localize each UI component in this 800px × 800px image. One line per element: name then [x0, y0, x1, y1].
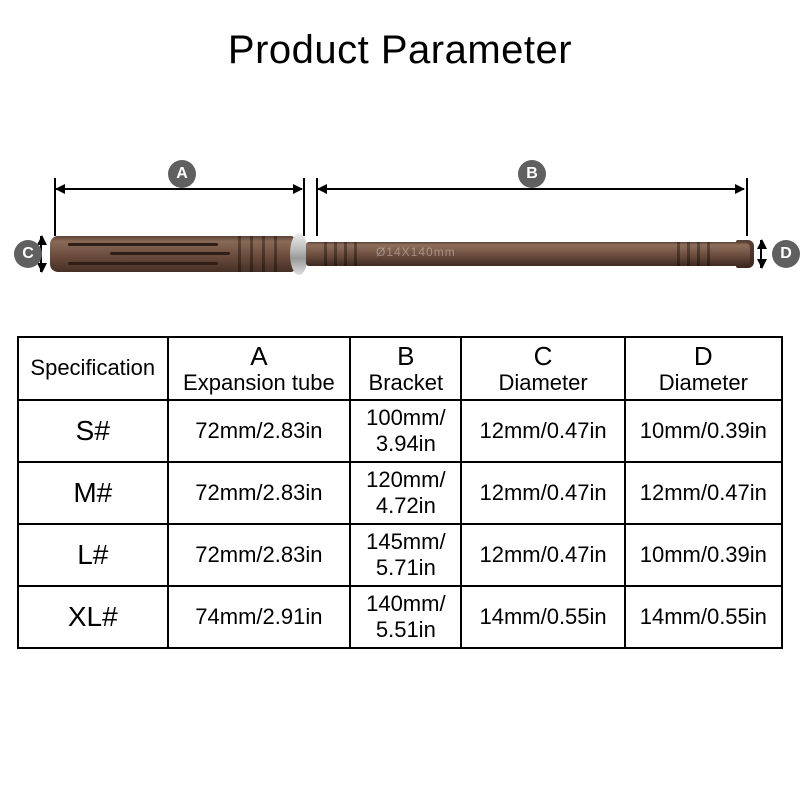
table-row: M# 72mm/2.83in 120mm/4.72in 12mm/0.47in …: [18, 462, 782, 524]
col-sub: Diameter: [628, 371, 779, 395]
col-sub: Diameter: [464, 371, 621, 395]
page-title: Product Parameter: [228, 28, 572, 73]
table-row: S# 72mm/2.83in 100mm/3.94in 12mm/0.47in …: [18, 400, 782, 462]
cell-c: 12mm/0.47in: [461, 400, 624, 462]
badge-d: D: [772, 240, 800, 268]
expansion-tube: [50, 236, 295, 272]
cell-c: 12mm/0.47in: [461, 462, 624, 524]
col-header-c: C Diameter: [461, 337, 624, 400]
cell-d: 10mm/0.39in: [625, 400, 782, 462]
cell-c: 12mm/0.47in: [461, 524, 624, 586]
cell-spec: XL#: [18, 586, 168, 648]
dim-line-d: [760, 240, 762, 268]
cell-spec: L#: [18, 524, 168, 586]
cell-d: 10mm/0.39in: [625, 524, 782, 586]
cell-d: 12mm/0.47in: [625, 462, 782, 524]
dim-tick: [303, 178, 305, 236]
col-letter: D: [628, 342, 779, 371]
cell-c: 14mm/0.55in: [461, 586, 624, 648]
cell-spec: M#: [18, 462, 168, 524]
spec-table: Specification A Expansion tube B Bracket…: [17, 336, 783, 649]
col-header-b: B Bracket: [350, 337, 461, 400]
dim-line-b: [318, 188, 744, 190]
col-letter: A: [171, 342, 348, 371]
col-sub: Bracket: [353, 371, 458, 395]
cell-a: 72mm/2.83in: [168, 524, 351, 586]
table-row: L# 72mm/2.83in 145mm/5.71in 12mm/0.47in …: [18, 524, 782, 586]
badge-b: B: [518, 160, 546, 188]
badge-a: A: [168, 160, 196, 188]
bracket-shaft: Ø14X140mm: [306, 242, 750, 266]
col-header-a: A Expansion tube: [168, 337, 351, 400]
col-header-spec: Specification: [18, 337, 168, 400]
col-header-d: D Diameter: [625, 337, 782, 400]
table-row: XL# 74mm/2.91in 140mm/5.51in 14mm/0.55in…: [18, 586, 782, 648]
col-letter: C: [464, 342, 621, 371]
cell-b: 140mm/5.51in: [350, 586, 461, 648]
cell-b: 100mm/3.94in: [350, 400, 461, 462]
product-illustration: Ø14X140mm: [50, 236, 750, 272]
etch-text: Ø14X140mm: [376, 245, 456, 259]
dimension-diagram: A B C D Ø14X140mm: [20, 148, 780, 328]
cell-d: 14mm/0.55in: [625, 586, 782, 648]
badge-c: C: [14, 240, 42, 268]
col-sub: Expansion tube: [171, 371, 348, 395]
cell-spec: S#: [18, 400, 168, 462]
dim-tick: [746, 178, 748, 236]
dim-line-a: [56, 188, 302, 190]
cell-a: 72mm/2.83in: [168, 462, 351, 524]
cell-a: 72mm/2.83in: [168, 400, 351, 462]
col-letter: B: [353, 342, 458, 371]
cell-a: 74mm/2.91in: [168, 586, 351, 648]
cell-b: 145mm/5.71in: [350, 524, 461, 586]
cell-b: 120mm/4.72in: [350, 462, 461, 524]
